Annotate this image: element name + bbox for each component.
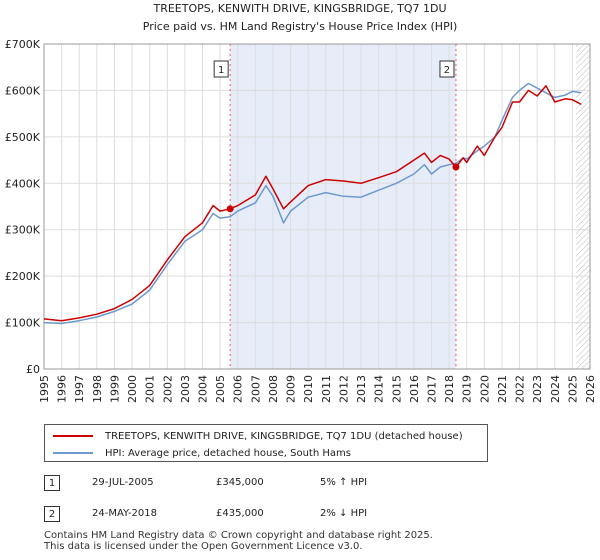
y-tick-label: £700K <box>5 38 41 51</box>
transaction-price: £435,000 <box>216 508 264 519</box>
x-tick-label: 2007 <box>249 375 262 403</box>
transaction-price: £345,000 <box>216 477 264 488</box>
x-tick-label: 1996 <box>56 375 69 403</box>
x-tick-label: 2008 <box>267 375 280 403</box>
legend-label-hpi: HPI: Average price, detached house, Sout… <box>105 447 351 459</box>
marker-label: 1 <box>218 65 224 76</box>
plot-border <box>43 43 591 370</box>
x-tick-label: 2004 <box>197 375 210 403</box>
x-tick-label: 2011 <box>320 375 333 403</box>
y-tick-label: £100K <box>5 317 41 330</box>
transaction-marker: 1 <box>44 475 60 491</box>
y-tick-label: £400K <box>5 177 41 190</box>
transaction-row: 2 24-MAY-2018 £435,000 2% ↓ HPI <box>44 506 564 524</box>
marker-label: 2 <box>444 65 450 76</box>
y-tick-label: £500K <box>5 131 41 144</box>
x-tick-label: 2019 <box>461 375 474 403</box>
sale-point <box>452 163 460 171</box>
x-tick-label: 2024 <box>549 375 562 403</box>
legend-swatch-hpi <box>53 452 93 454</box>
forecast-hatch <box>575 44 590 369</box>
x-tick-label: 2021 <box>496 375 509 403</box>
y-tick-label: £0 <box>26 363 40 376</box>
footer-copyright: Contains HM Land Registry data © Crown c… <box>44 530 433 541</box>
x-tick-label: 2009 <box>285 375 298 403</box>
x-tick-label: 2017 <box>425 375 438 403</box>
y-tick-label: £600K <box>5 84 41 97</box>
marker-box <box>439 60 455 78</box>
x-tick-label: 2016 <box>408 375 421 403</box>
transaction-date: 29-JUL-2005 <box>92 477 154 488</box>
legend-label-property: TREETOPS, KENWITH DRIVE, KINGSBRIDGE, TQ… <box>105 430 463 442</box>
x-tick-label: 1995 <box>38 375 51 403</box>
x-tick-label: 2015 <box>390 375 403 403</box>
series-line-property <box>43 85 582 322</box>
x-tick-label: 2003 <box>179 375 192 403</box>
x-tick-label: 2025 <box>566 375 579 403</box>
price-chart: TREETOPS, KENWITH DRIVE, KINGSBRIDGE, TQ… <box>5 2 597 403</box>
x-tick-label: 1997 <box>73 375 86 403</box>
x-tick-label: 2001 <box>144 375 157 403</box>
legend-item-property: TREETOPS, KENWITH DRIVE, KINGSBRIDGE, TQ… <box>53 428 463 444</box>
legend: TREETOPS, KENWITH DRIVE, KINGSBRIDGE, TQ… <box>44 424 488 462</box>
x-tick-label: 2014 <box>373 375 386 403</box>
transaction-hpi-change: 2% ↓ HPI <box>320 508 368 519</box>
footer: Contains HM Land Registry data © Crown c… <box>44 530 433 552</box>
x-tick-label: 2002 <box>161 375 174 403</box>
legend-item-hpi: HPI: Average price, detached house, Sout… <box>53 445 351 461</box>
footer-licence: This data is licensed under the Open Gov… <box>44 541 363 552</box>
x-tick-label: 2006 <box>232 375 245 403</box>
sale-point <box>226 205 234 213</box>
x-tick-label: 2023 <box>531 375 544 403</box>
chart-title: TREETOPS, KENWITH DRIVE, KINGSBRIDGE, TQ… <box>152 2 446 15</box>
series-line-hpi <box>43 82 582 325</box>
transaction-marker: 2 <box>44 506 60 522</box>
legend-swatch-property <box>53 435 93 437</box>
x-tick-label: 2010 <box>302 375 315 403</box>
transaction-hpi-change: 5% ↑ HPI <box>320 477 368 488</box>
x-tick-label: 2026 <box>584 375 597 403</box>
x-tick-label: 2013 <box>355 375 368 403</box>
marker-box <box>213 60 229 78</box>
y-tick-label: £200K <box>5 270 41 283</box>
chart-subtitle: Price paid vs. HM Land Registry's House … <box>143 20 458 33</box>
transaction-row: 1 29-JUL-2005 £345,000 5% ↑ HPI <box>44 475 564 493</box>
transaction-date: 24-MAY-2018 <box>92 508 158 519</box>
x-tick-label: 2022 <box>514 375 527 403</box>
x-tick-label: 2000 <box>126 375 139 403</box>
x-tick-label: 1999 <box>108 375 121 403</box>
x-tick-label: 2018 <box>443 375 456 403</box>
y-tick-label: £300K <box>5 224 41 237</box>
x-tick-label: 2012 <box>337 375 350 403</box>
x-tick-label: 1998 <box>91 375 104 403</box>
x-tick-label: 2005 <box>214 375 227 403</box>
x-tick-label: 2020 <box>478 375 491 403</box>
